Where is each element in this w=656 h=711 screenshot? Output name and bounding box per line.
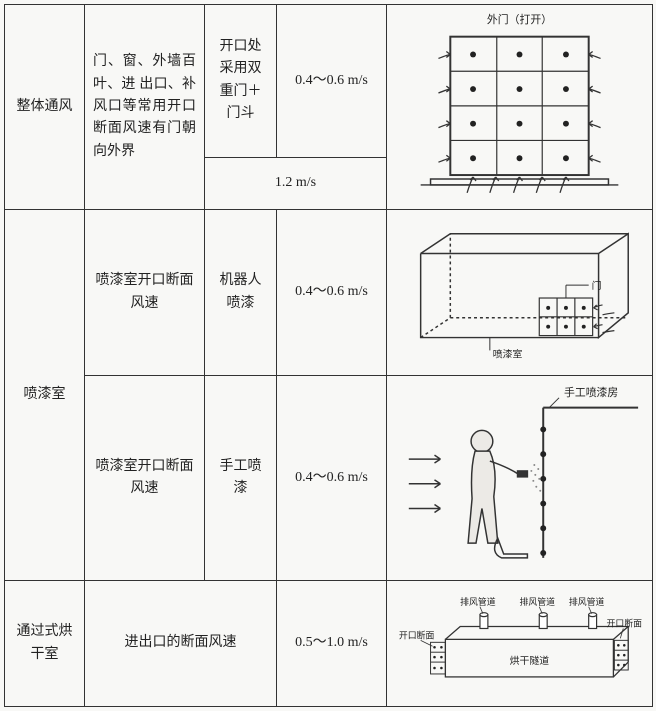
cat-spray: 喷漆室 [5, 210, 85, 581]
desc-overall: 门、窗、外墙百 叶、进 出口、补风口等常用开口断面风速有门朝向外界 [85, 5, 205, 210]
diag3-ex2: 排风管道 [520, 596, 556, 607]
desc-spray-b: 喷漆室开口断面风速 [85, 375, 205, 580]
diag3-tunnel: 烘干隧道 [510, 654, 550, 667]
diag3-ex3: 排风管道 [569, 596, 605, 607]
cat-overall: 整体通风 [5, 5, 85, 210]
method-spray-a: 机器人喷漆 [205, 210, 277, 376]
method-spray-b: 手工喷漆 [205, 375, 277, 580]
value-overall-2: 1.2 m/s [205, 157, 387, 210]
value-overall: 0.4～0.6 m/s [277, 5, 387, 158]
spray-box-svg: 门 喷漆室 [391, 214, 648, 362]
dry-tunnel-svg: 烘干隧道 开口断面 开口断面 [391, 585, 648, 694]
diag3-open-l: 开口断面 [399, 629, 435, 640]
cat-dry: 通过式烘干室 [5, 581, 85, 707]
diag2a-door: 门 [592, 279, 602, 292]
diagram-spray-manual: 手工喷漆房 [387, 375, 653, 580]
value-spray-a: 0.4～0.6 m/s [277, 210, 387, 376]
desc-dry: 进出口的断面风速 [85, 581, 277, 707]
value-spray-b: 0.4～0.6 m/s [277, 375, 387, 580]
spray-manual-svg: 手工喷漆房 [391, 380, 648, 568]
desc-spray-a: 喷漆室开口断面风速 [85, 210, 205, 376]
door-grid-svg: 外门（打开） [391, 9, 648, 197]
method-overall: 开口处采用双重门＋门斗 [205, 5, 277, 158]
diagram-spray-box: 门 喷漆室 [387, 210, 653, 376]
diagram-dry-tunnel: 烘干隧道 开口断面 开口断面 [387, 581, 653, 707]
diagram-door-grid: 外门（打开） [387, 5, 653, 210]
diag2b-title: 手工喷漆房 [564, 385, 618, 399]
diag2a-room: 喷漆室 [493, 348, 523, 361]
ventilation-table: 整体通风 门、窗、外墙百 叶、进 出口、补风口等常用开口断面风速有门朝向外界 开… [4, 4, 653, 707]
diag3-ex1: 排风管道 [460, 596, 496, 607]
diag1-title: 外门（打开） [487, 12, 552, 26]
diag3-open-r: 开口断面 [606, 618, 642, 629]
value-dry: 0.5～1.0 m/s [277, 581, 387, 707]
